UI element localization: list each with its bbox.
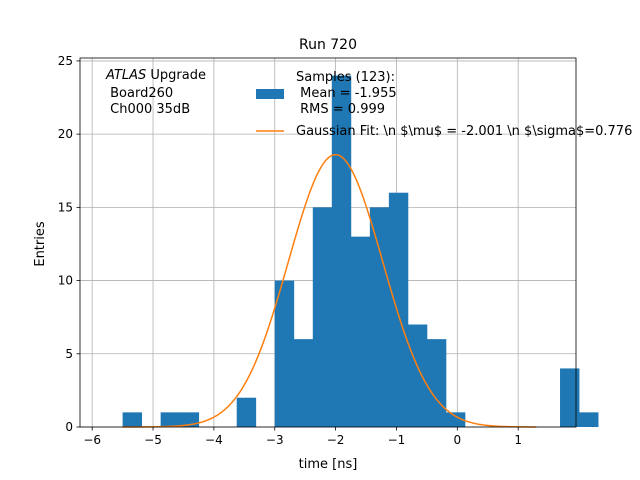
x-tick-label: −3: [266, 433, 284, 447]
x-tick-label: 0: [454, 433, 462, 447]
histogram-bar: [445, 412, 466, 427]
board-label: Board260: [106, 86, 173, 101]
histogram-bar: [160, 412, 181, 427]
histogram-bar: [293, 339, 314, 427]
histogram-bar: [407, 324, 428, 427]
histogram-bar: [236, 397, 257, 427]
x-tick-label: −2: [327, 433, 345, 447]
y-tick-label: 10: [58, 274, 73, 288]
upgrade-label: Upgrade: [146, 68, 206, 83]
legend: Samples (123): Mean = -1.955 RMS = 0.999…: [256, 70, 632, 139]
legend-samples-line-2: Mean = -1.955: [296, 86, 397, 101]
histogram-bar: [369, 207, 390, 427]
x-tick-label: −4: [205, 433, 223, 447]
x-tick-label: 1: [514, 433, 522, 447]
channel-label: Ch000 35dB: [106, 102, 190, 117]
legend-samples-line-1: Samples (123):: [296, 70, 395, 85]
y-tick-label: 0: [65, 420, 73, 434]
histogram-bar: [122, 412, 143, 427]
histogram-bar: [388, 192, 409, 427]
chart-title: Run 720: [299, 37, 357, 53]
x-axis-label: time [ns]: [299, 457, 358, 472]
y-tick-label: 25: [58, 54, 73, 68]
legend-fit-label: Gaussian Fit: \n $\mu$ = -2.001 \n $\sig…: [296, 124, 632, 139]
atlas-annotation: ATLAS Upgrade Board260 Ch000 35dB: [105, 68, 206, 117]
atlas-label: ATLAS: [105, 68, 146, 83]
histogram-bar: [312, 207, 333, 427]
x-tick-label: −1: [388, 433, 406, 447]
histogram-bar: [331, 75, 352, 428]
svg-text:ATLAS Upgrade: ATLAS Upgrade: [105, 68, 206, 83]
y-axis-label: Entries: [33, 221, 48, 267]
histogram-bar: [350, 236, 371, 427]
y-tick-label: 20: [58, 127, 73, 141]
gaussian-fit-curve: [122, 153, 537, 428]
histogram-bars: [122, 75, 599, 428]
legend-samples-line-3: RMS = 0.999: [296, 102, 385, 117]
axes-frame: [79, 57, 577, 428]
x-tick-label: −6: [83, 433, 101, 447]
histogram-bar: [426, 339, 447, 427]
histogram-bar: [274, 280, 295, 427]
histogram-bar: [579, 412, 599, 427]
histogram-bar: [560, 368, 580, 427]
y-tick-label: 15: [58, 200, 73, 214]
y-tick-label: 5: [65, 347, 73, 361]
plot-border: [79, 57, 577, 428]
x-tick-label: −5: [144, 433, 162, 447]
legend-samples-swatch: [256, 89, 284, 99]
gaussian-fit: [122, 153, 537, 428]
